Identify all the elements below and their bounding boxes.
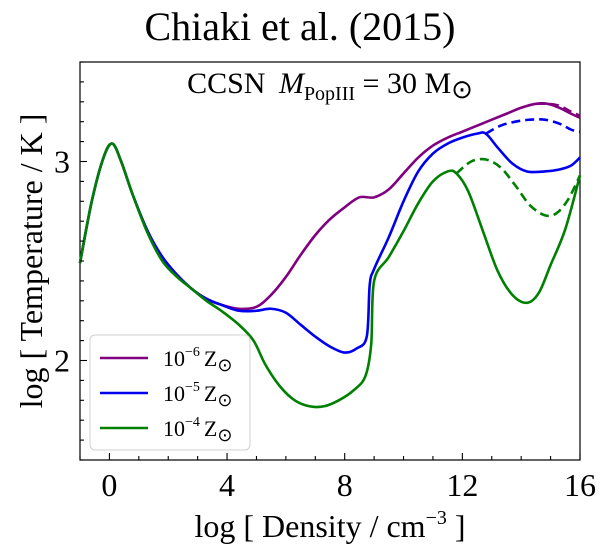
x-tick-label: 8 <box>337 467 353 503</box>
x-axis-label-end: ] <box>447 508 466 544</box>
series-line-1-dashed <box>535 102 581 117</box>
chart-title: Chiaki et al. (2015) <box>144 4 455 49</box>
y-tick-label: 2 <box>54 343 70 379</box>
x-axis-label: log [ Density / cm−3 ] <box>194 507 465 544</box>
legend-box <box>89 334 251 451</box>
x-axis-ticks: 0 4 8 12 16 <box>79 453 596 503</box>
y-axis-ticks: 23 <box>54 61 87 461</box>
legend-label: 10−4 Z⊙ <box>163 415 232 446</box>
y-axis-label: log [ Temperature / K ] <box>13 114 49 409</box>
x-axis-label-exponent: −3 <box>426 507 447 529</box>
annotation-sun-symbol: ⊙ <box>451 75 473 105</box>
x-tick-label: 4 <box>219 467 235 503</box>
series-line-3-dashed <box>485 118 581 135</box>
y-tick-label: 3 <box>54 144 70 180</box>
x-tick-label: 16 <box>564 467 596 503</box>
x-tick-label: 0 <box>101 467 117 503</box>
annotation-subscript: PopIII <box>304 83 355 105</box>
annotation-variable: M <box>278 67 306 100</box>
series-lines <box>78 101 582 409</box>
annotation-value: = 30 M <box>355 67 451 100</box>
legend: 10−6 Z⊙ 10−5 Z⊙ 10−4 Z⊙ <box>89 334 251 451</box>
legend-label: 10−5 Z⊙ <box>163 380 232 411</box>
series-line-5-dashed <box>455 157 582 218</box>
legend-label: 10−6 Z⊙ <box>163 345 232 376</box>
annotation-prefix: CCSN <box>187 67 265 100</box>
x-tick-label: 12 <box>446 467 478 503</box>
x-axis-label-main: log [ Density / cm <box>194 508 425 544</box>
model-annotation: CCSN MPopIII = 30 M⊙ <box>187 67 473 105</box>
series-line-4 <box>78 142 582 409</box>
